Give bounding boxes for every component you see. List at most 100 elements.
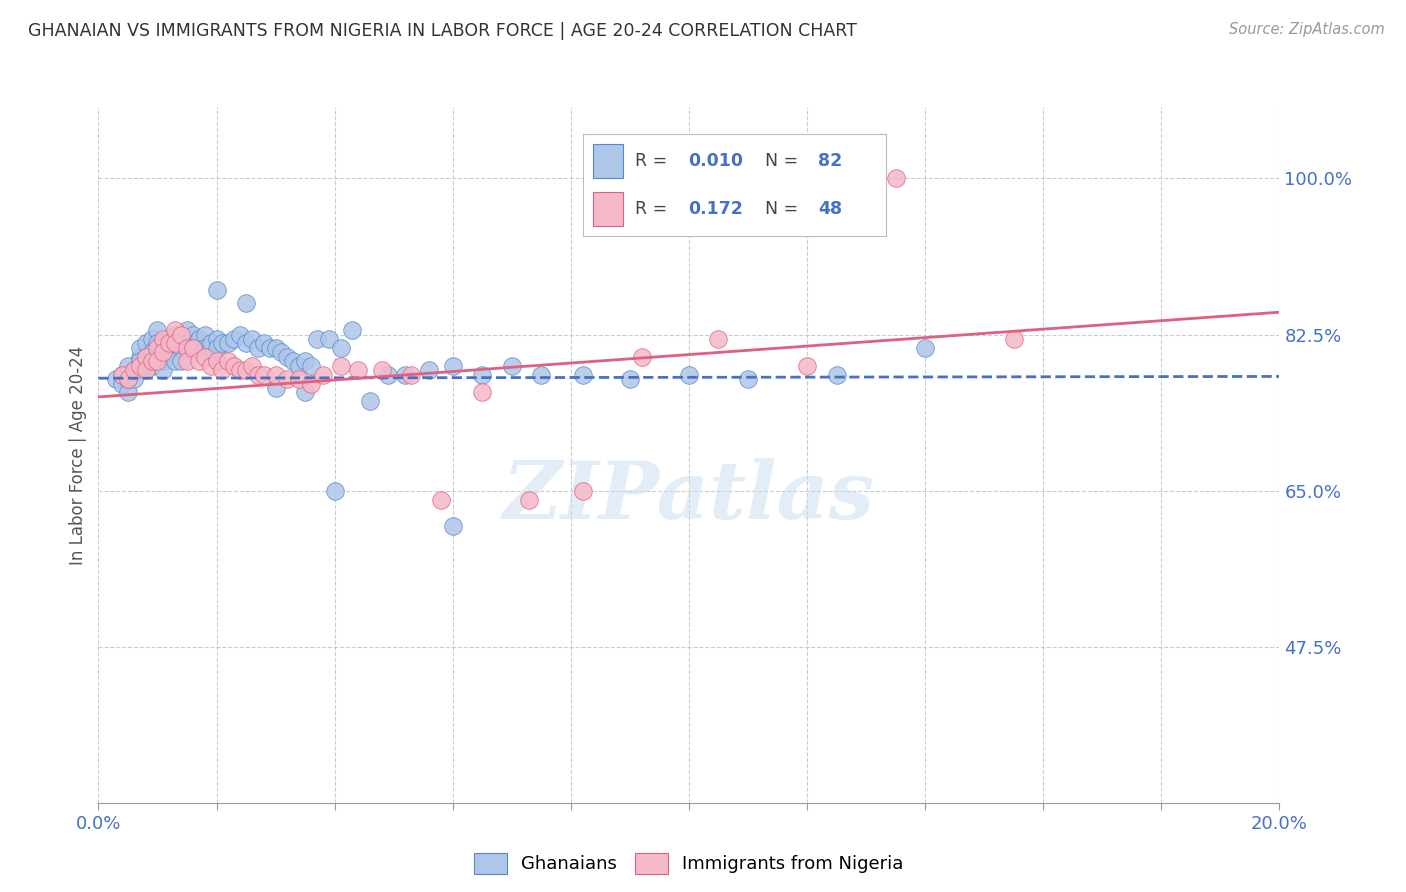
Point — [135, 336, 157, 351]
Point — [200, 359, 222, 373]
Point — [146, 336, 169, 351]
Point — [152, 341, 174, 355]
Point — [181, 341, 204, 355]
Text: GHANAIAN VS IMMIGRANTS FROM NIGERIA IN LABOR FORCE | AGE 20-24 CORRELATION CHART: GHANAIAN VS IMMIGRANTS FROM NIGERIA IN L… — [28, 22, 858, 40]
Point — [294, 385, 316, 400]
Point — [157, 345, 180, 359]
Point — [264, 368, 287, 382]
Y-axis label: In Labor Force | Age 20-24: In Labor Force | Age 20-24 — [69, 345, 87, 565]
Point — [229, 363, 252, 377]
Point — [117, 385, 139, 400]
Point — [165, 327, 187, 342]
Point — [441, 359, 464, 373]
Point — [347, 363, 370, 377]
Point — [141, 354, 163, 368]
Point — [246, 341, 269, 355]
Point — [471, 385, 494, 400]
Point — [194, 341, 217, 355]
Point — [217, 354, 239, 368]
Point — [111, 368, 134, 382]
Point — [276, 372, 298, 386]
Point — [259, 341, 281, 355]
Point — [377, 368, 399, 382]
Point — [122, 363, 145, 377]
Point — [619, 372, 641, 386]
Point — [176, 354, 198, 368]
Point — [200, 336, 222, 351]
Text: 0.010: 0.010 — [688, 152, 742, 170]
Point — [329, 359, 352, 373]
Point — [194, 350, 217, 364]
Point — [394, 368, 416, 382]
Point — [430, 492, 453, 507]
Point — [117, 372, 139, 386]
Point — [181, 327, 204, 342]
Point — [128, 359, 150, 373]
Point — [318, 332, 340, 346]
Point — [471, 368, 494, 382]
Point — [530, 368, 553, 382]
Point — [146, 341, 169, 355]
Point — [122, 363, 145, 377]
Point — [441, 519, 464, 533]
Text: N =: N = — [765, 152, 804, 170]
Point — [170, 354, 193, 368]
Point — [571, 483, 593, 498]
Point — [211, 336, 233, 351]
Point — [796, 359, 818, 373]
Point — [176, 341, 198, 355]
Point — [276, 350, 298, 364]
Point — [165, 336, 187, 351]
Bar — [592, 144, 623, 178]
Text: R =: R = — [636, 200, 672, 219]
Point — [678, 368, 700, 382]
Point — [135, 359, 157, 373]
Point — [630, 350, 652, 364]
Point — [914, 341, 936, 355]
Point — [299, 376, 322, 391]
Point — [240, 332, 263, 346]
Point — [288, 359, 311, 373]
Point — [128, 354, 150, 368]
Point — [519, 492, 541, 507]
Point — [187, 332, 209, 346]
Point — [205, 283, 228, 297]
Point — [401, 368, 423, 382]
Point — [146, 350, 169, 364]
Point — [371, 363, 394, 377]
Point — [176, 336, 198, 351]
Point — [359, 394, 381, 409]
Point — [181, 341, 204, 355]
Point — [165, 354, 187, 368]
Point — [146, 354, 169, 368]
Point — [135, 350, 157, 364]
Point — [224, 332, 246, 346]
Point — [294, 354, 316, 368]
Point — [152, 354, 174, 368]
Point — [141, 345, 163, 359]
Point — [141, 359, 163, 373]
Point — [187, 354, 209, 368]
Point — [224, 359, 246, 373]
Point — [157, 332, 180, 346]
Point — [211, 363, 233, 377]
Point — [152, 363, 174, 377]
Point — [299, 359, 322, 373]
Point — [229, 327, 252, 342]
Point — [170, 341, 193, 355]
Point — [253, 336, 276, 351]
Point — [825, 368, 848, 382]
Point — [105, 372, 128, 386]
Point — [342, 323, 364, 337]
Point — [270, 345, 292, 359]
Point — [253, 368, 276, 382]
Text: 82: 82 — [818, 152, 842, 170]
Point — [200, 350, 222, 364]
Text: R =: R = — [636, 152, 672, 170]
Point — [329, 341, 352, 355]
Text: N =: N = — [765, 200, 804, 219]
Point — [176, 323, 198, 337]
Point — [217, 336, 239, 351]
Point — [305, 332, 328, 346]
Point — [323, 483, 346, 498]
